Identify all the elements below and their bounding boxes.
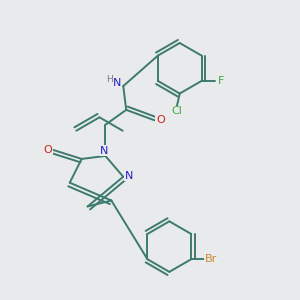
Text: O: O <box>156 115 165 125</box>
Text: Cl: Cl <box>171 106 182 116</box>
Text: N: N <box>112 77 121 88</box>
Text: N: N <box>100 146 108 156</box>
Text: Br: Br <box>205 254 217 264</box>
Text: H: H <box>106 75 113 84</box>
Text: O: O <box>44 145 52 155</box>
Text: F: F <box>218 76 224 86</box>
Text: N: N <box>124 171 133 181</box>
